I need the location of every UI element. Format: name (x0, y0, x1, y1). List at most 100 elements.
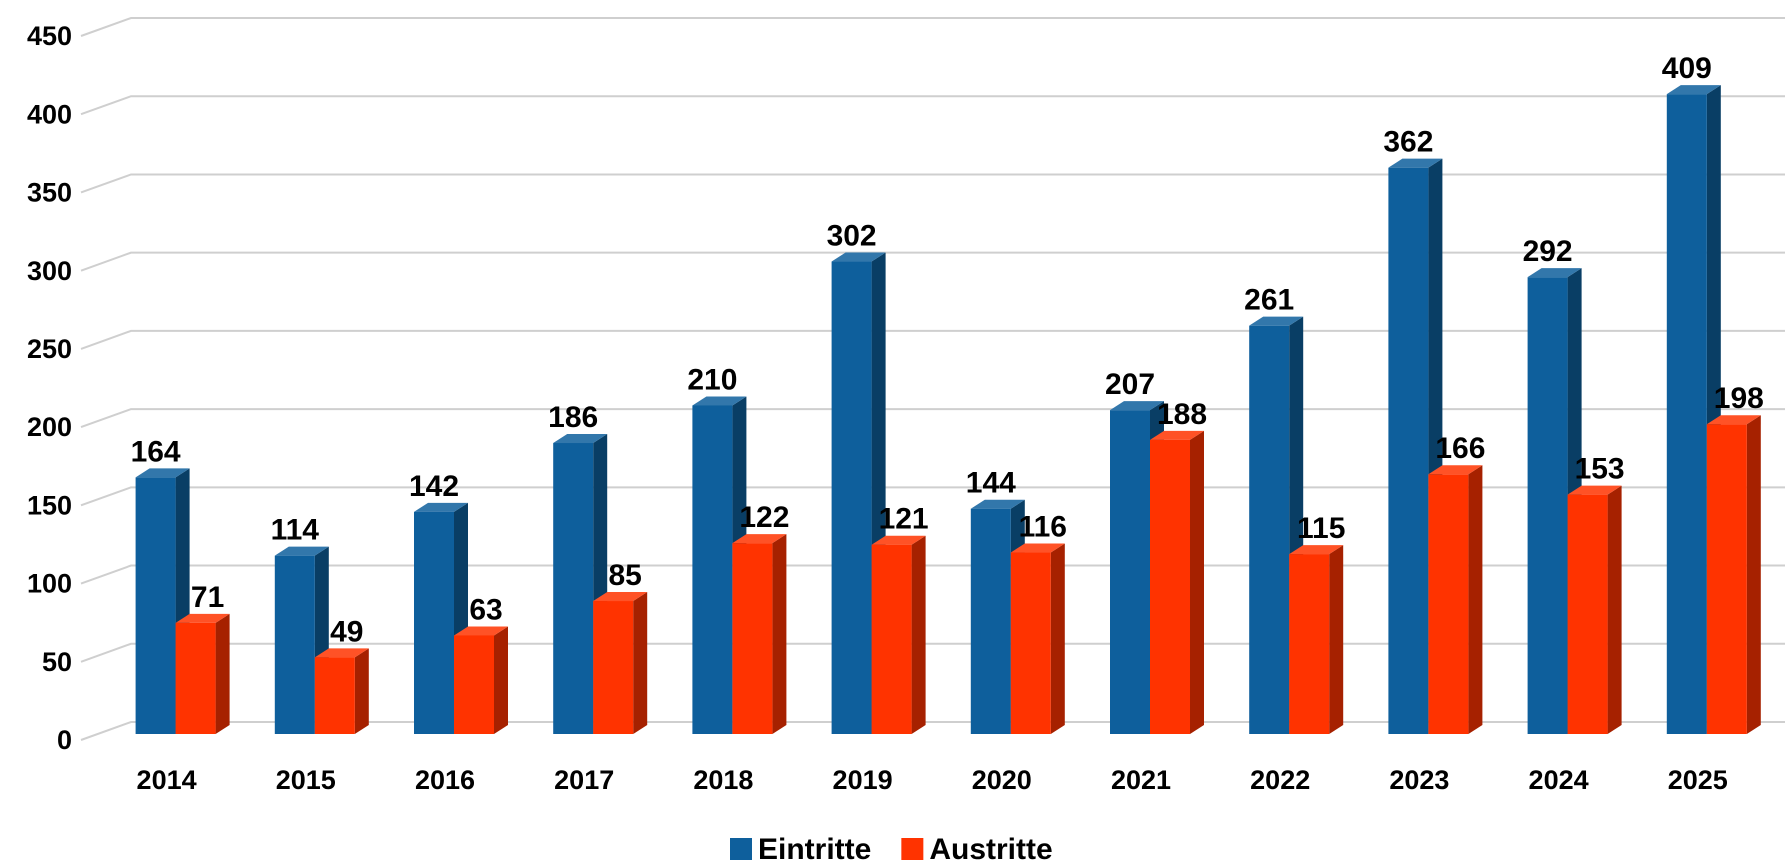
bar (274, 555, 315, 734)
legend-swatch (730, 838, 752, 860)
value-label: 302 (827, 219, 877, 252)
value-label: 142 (409, 470, 459, 503)
y-tick-label: 0 (57, 725, 72, 755)
bar-group (831, 252, 886, 734)
bar (1428, 474, 1469, 734)
bar (732, 543, 773, 734)
grid-line (80, 173, 1785, 194)
bar-top (871, 535, 926, 545)
x-tick-label: 2017 (554, 765, 614, 795)
value-label: 144 (966, 467, 1016, 500)
bar-group (553, 434, 608, 734)
bar-group (1567, 485, 1622, 734)
bar-side (633, 592, 648, 734)
x-tick-label: 2015 (276, 765, 336, 795)
bar (314, 657, 355, 734)
bar-group (732, 534, 787, 734)
bar-top (970, 499, 1025, 509)
bar (1527, 277, 1568, 734)
y-tick-label: 350 (27, 178, 72, 208)
x-tick-label: 2016 (415, 765, 475, 795)
bar-top (1150, 430, 1204, 440)
y-tick-label: 300 (27, 256, 72, 286)
value-label: 261 (1244, 284, 1294, 317)
value-label: 362 (1383, 126, 1433, 159)
bar (1110, 410, 1150, 734)
bar (831, 261, 872, 734)
y-tick-label: 450 (27, 21, 72, 51)
value-label: 116 (1019, 510, 1067, 543)
bar (553, 443, 594, 734)
bar-top (1110, 401, 1164, 411)
value-label: 292 (1523, 235, 1573, 268)
bar-side (1468, 465, 1483, 734)
x-tick-label: 2024 (1529, 765, 1589, 795)
x-tick-label: 2025 (1668, 765, 1728, 795)
x-tick-label: 2022 (1250, 765, 1310, 795)
bar-side (1190, 430, 1204, 734)
bar (175, 622, 216, 734)
bar-top (732, 534, 787, 544)
value-label: 85 (609, 559, 642, 592)
bar-top (175, 613, 230, 623)
bar-side (215, 613, 230, 734)
bar-group (1289, 545, 1344, 734)
bar (135, 477, 176, 734)
bar (593, 601, 634, 734)
grid-line (80, 408, 1785, 429)
bar-top (831, 252, 886, 262)
grid-line (80, 642, 1785, 663)
bar-group (593, 592, 648, 734)
bar (692, 405, 733, 734)
bar (1567, 494, 1608, 734)
value-label: 188 (1157, 398, 1207, 431)
bar-group (175, 613, 230, 734)
value-label: 63 (469, 593, 502, 626)
x-tick-label: 2019 (833, 765, 893, 795)
y-tick-label: 50 (42, 647, 72, 677)
y-tick-label: 250 (27, 334, 72, 364)
bar-group (1150, 430, 1204, 734)
value-label: 210 (687, 363, 737, 396)
x-tick-label: 2020 (972, 765, 1032, 795)
value-label: 207 (1105, 368, 1155, 401)
bar (970, 508, 1011, 734)
bar (1666, 94, 1707, 735)
value-label: 198 (1714, 382, 1764, 415)
bar (1388, 167, 1429, 734)
bar (454, 635, 494, 734)
bar-top (1706, 415, 1761, 425)
bar-side (1746, 415, 1761, 734)
y-tick-label: 150 (27, 490, 72, 520)
value-label: 153 (1575, 453, 1625, 486)
bar (1289, 554, 1330, 734)
value-label: 186 (548, 401, 598, 434)
value-label: 121 (879, 503, 929, 536)
bar-side (494, 626, 508, 734)
bar-side (1607, 485, 1622, 734)
bar-group (871, 535, 926, 734)
value-label: 71 (191, 581, 224, 614)
x-tick-label: 2014 (137, 765, 197, 795)
x-tick-label: 2018 (693, 765, 753, 795)
bar-side (1329, 545, 1344, 734)
bar-side (1050, 543, 1065, 734)
grid-line (80, 486, 1785, 507)
bar (1150, 439, 1190, 734)
bar (414, 511, 454, 734)
value-label: 115 (1297, 512, 1345, 545)
bar (1010, 552, 1051, 734)
bar-top (692, 396, 747, 406)
bar (1249, 325, 1290, 734)
bar-top (1249, 316, 1304, 326)
bar-side (772, 534, 787, 734)
grid-line (80, 17, 1785, 37)
bar-group (1706, 415, 1761, 734)
value-label: 49 (330, 615, 363, 648)
x-tick-label: 2023 (1389, 765, 1449, 795)
grid-line (80, 251, 1785, 272)
y-tick-label: 100 (27, 569, 72, 599)
y-tick-label: 200 (27, 412, 72, 442)
legend-swatch (901, 838, 924, 860)
bar-top (454, 626, 508, 636)
